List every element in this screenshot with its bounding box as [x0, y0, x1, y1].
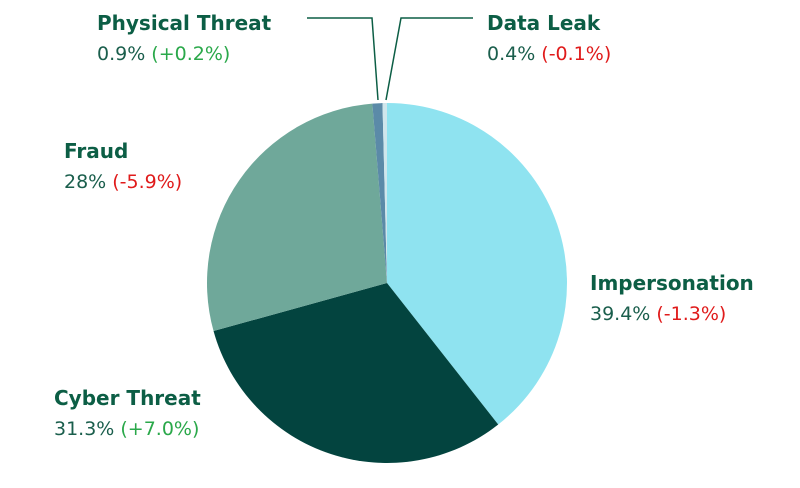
change-label: (+7.0%) [120, 418, 199, 440]
pie-slice [372, 103, 387, 283]
value-label: 0.9% [97, 43, 145, 65]
slice-name: Cyber Threat [54, 386, 201, 410]
leader-line [385, 17, 473, 101]
slice-value: 0.9% (+0.2%) [97, 43, 230, 65]
slice-name: Data Leak [487, 11, 601, 35]
change-label: (-5.9%) [112, 171, 182, 193]
slice-value: 0.4% (-0.1%) [487, 43, 611, 65]
leader-line [307, 17, 379, 101]
slice-name: Impersonation [590, 271, 754, 295]
slice-value: 39.4% (-1.3%) [590, 303, 726, 325]
change-label: (+0.2%) [151, 43, 230, 65]
pie-slice [382, 103, 387, 283]
value-label: 39.4% [590, 303, 650, 325]
slice-name: Physical Threat [97, 11, 272, 35]
pie-slice [387, 103, 568, 425]
change-label: (-0.1%) [541, 43, 611, 65]
slice-value: 28% (-5.9%) [64, 171, 182, 193]
value-label: 31.3% [54, 418, 114, 440]
change-label: (-1.3%) [656, 303, 726, 325]
value-label: 28% [64, 171, 106, 193]
slice-name: Fraud [64, 139, 128, 163]
slice-value: 31.3% (+7.0%) [54, 418, 199, 440]
pie-slice [207, 103, 387, 332]
pie-slice [213, 283, 499, 463]
value-label: 0.4% [487, 43, 535, 65]
